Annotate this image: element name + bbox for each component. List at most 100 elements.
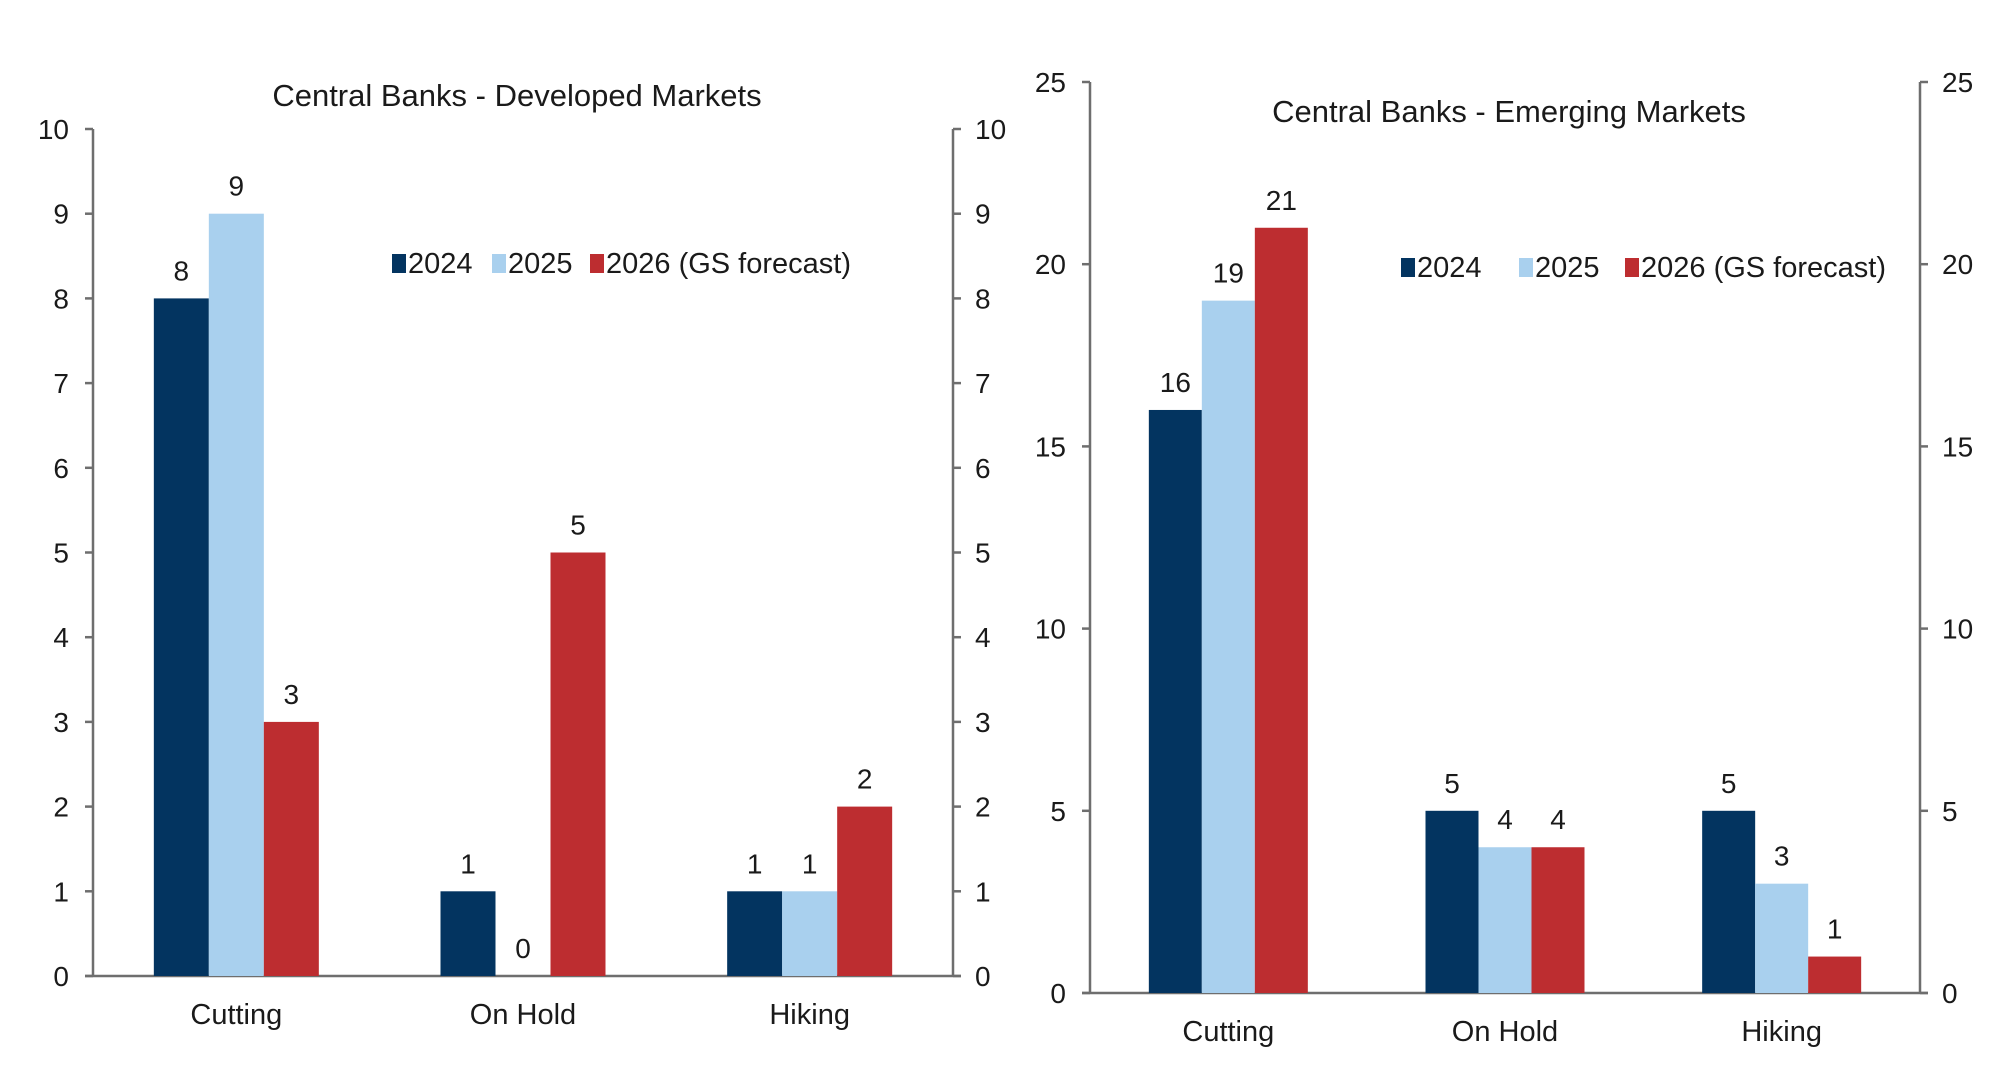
chart-title: Central Banks - Developed Markets — [272, 78, 761, 113]
y-tick-label-right: 15 — [1942, 431, 1973, 462]
bar-2025-cutting — [1201, 300, 1255, 993]
data-label: 3 — [284, 679, 300, 710]
y-tick-label-left: 15 — [1035, 431, 1066, 462]
bar-2026-on-hold — [550, 552, 606, 976]
data-label: 2 — [857, 764, 873, 795]
chart-developed-markets: Central Banks - Developed Markets 0 1 2 3 4 5… — [38, 78, 1006, 1031]
legend-item-2025: 2025 — [492, 248, 573, 280]
y-tick-label-left: 8 — [53, 283, 69, 314]
y-tick-label-left: 10 — [38, 114, 69, 145]
y-tick-label-left: 5 — [1050, 796, 1066, 827]
chart-emerging-markets: Central Banks - Emerging Markets 0510152… — [1035, 67, 1973, 1048]
legend-item-2026: 2026 (GS forecast) — [590, 248, 851, 280]
bar-2026-hiking — [1808, 956, 1862, 993]
bar-2026-on-hold — [1531, 847, 1585, 993]
y-tick-label-left: 0 — [1050, 978, 1066, 1009]
bar-2026-hiking — [837, 806, 893, 976]
data-label: 0 — [515, 933, 531, 964]
x-tick-label: Hiking — [769, 999, 850, 1031]
y-tick-label-left: 1 — [53, 876, 69, 907]
bar-2024-cutting — [153, 298, 209, 976]
y-tick-label-right: 5 — [1942, 796, 1958, 827]
y-tick-label-right: 20 — [1942, 249, 1973, 280]
legend-swatch-2024 — [392, 254, 406, 273]
y-tick-label-left: 3 — [53, 707, 69, 738]
data-label: 16 — [1160, 367, 1191, 398]
y-tick-label-left: 10 — [1035, 614, 1066, 645]
legend-label: 2025 — [508, 248, 573, 280]
legend-item-2024: 2024 — [392, 248, 473, 280]
legend-swatch-2026 — [590, 254, 604, 273]
legend-swatch-2026 — [1625, 258, 1639, 277]
data-label: 4 — [1550, 804, 1566, 835]
x-tick-label: On Hold — [470, 999, 576, 1031]
y-tick-label-left: 7 — [53, 368, 69, 399]
bar-2024-cutting — [1148, 409, 1202, 994]
y-tick-label-left: 9 — [53, 199, 69, 230]
bar-2024-on-hold — [1425, 810, 1479, 993]
data-label: 8 — [174, 255, 190, 286]
y-tick-label-left: 25 — [1035, 67, 1066, 98]
y-tick-label-left: 6 — [53, 453, 69, 484]
x-tick-label: Hiking — [1741, 1016, 1822, 1048]
data-label: 1 — [802, 848, 818, 879]
y-tick-label-right: 10 — [975, 114, 1006, 145]
bar-2024-on-hold — [440, 891, 496, 976]
bar-2024-hiking — [727, 891, 783, 976]
bar-2026-cutting — [1254, 227, 1308, 993]
legend-label: 2026 (GS forecast) — [1641, 252, 1886, 284]
bar-2025-cutting — [208, 213, 264, 976]
legend-label: 2024 — [408, 248, 473, 280]
y-tick-label-right: 6 — [975, 453, 991, 484]
bar-2026-cutting — [263, 721, 319, 976]
y-tick-label-left: 2 — [53, 792, 69, 823]
chart-title: Central Banks - Emerging Markets — [1272, 94, 1746, 129]
legend-item-2024: 2024 — [1401, 252, 1482, 284]
y-tick-label-right: 25 — [1942, 67, 1973, 98]
data-label: 21 — [1266, 185, 1297, 216]
y-tick-label-right: 4 — [975, 622, 991, 653]
data-label: 19 — [1213, 258, 1244, 289]
y-tick-label-right: 1 — [975, 876, 991, 907]
data-label: 5 — [1444, 768, 1460, 799]
bar-2024-hiking — [1702, 810, 1756, 993]
legend: 2024 2025 2026 (GS forecast) — [392, 248, 851, 280]
y-tick-label-right: 9 — [975, 199, 991, 230]
data-label: 3 — [1774, 841, 1790, 872]
y-tick-label-right: 8 — [975, 283, 991, 314]
legend-label: 2025 — [1535, 252, 1600, 284]
y-tick-label-right: 10 — [1942, 614, 1973, 645]
y-tick-label-left: 0 — [53, 961, 69, 992]
legend-swatch-2025 — [492, 254, 506, 273]
y-tick-label-right: 3 — [975, 707, 991, 738]
data-label: 4 — [1497, 804, 1513, 835]
x-tick-label: On Hold — [1452, 1016, 1558, 1048]
bar-2025-hiking — [782, 891, 838, 976]
data-label: 9 — [229, 171, 245, 202]
legend-item-2025: 2025 — [1519, 252, 1600, 284]
data-label: 5 — [1721, 768, 1737, 799]
y-tick-label-left: 20 — [1035, 249, 1066, 280]
legend-label: 2024 — [1417, 252, 1482, 284]
y-tick-label-right: 0 — [1942, 978, 1958, 1009]
bar-2025-hiking — [1755, 883, 1809, 993]
legend-label: 2026 (GS forecast) — [606, 248, 851, 280]
bar-2025-on-hold — [1478, 847, 1532, 993]
legend-swatch-2025 — [1519, 258, 1533, 277]
x-tick-label: Cutting — [1182, 1016, 1274, 1048]
y-tick-label-right: 0 — [975, 961, 991, 992]
legend-swatch-2024 — [1401, 258, 1415, 277]
y-tick-label-left: 4 — [53, 622, 69, 653]
data-label: 5 — [570, 510, 586, 541]
x-tick-label: Cutting — [190, 999, 282, 1031]
legend: 2024 2025 2026 (GS forecast) — [1401, 252, 1886, 284]
data-label: 1 — [1827, 914, 1843, 945]
data-label: 1 — [460, 848, 476, 879]
y-tick-label-left: 5 — [53, 538, 69, 569]
y-tick-label-right: 7 — [975, 368, 991, 399]
y-tick-label-right: 2 — [975, 792, 991, 823]
y-tick-label-right: 5 — [975, 538, 991, 569]
legend-item-2026: 2026 (GS forecast) — [1625, 252, 1886, 284]
data-label: 1 — [747, 848, 763, 879]
